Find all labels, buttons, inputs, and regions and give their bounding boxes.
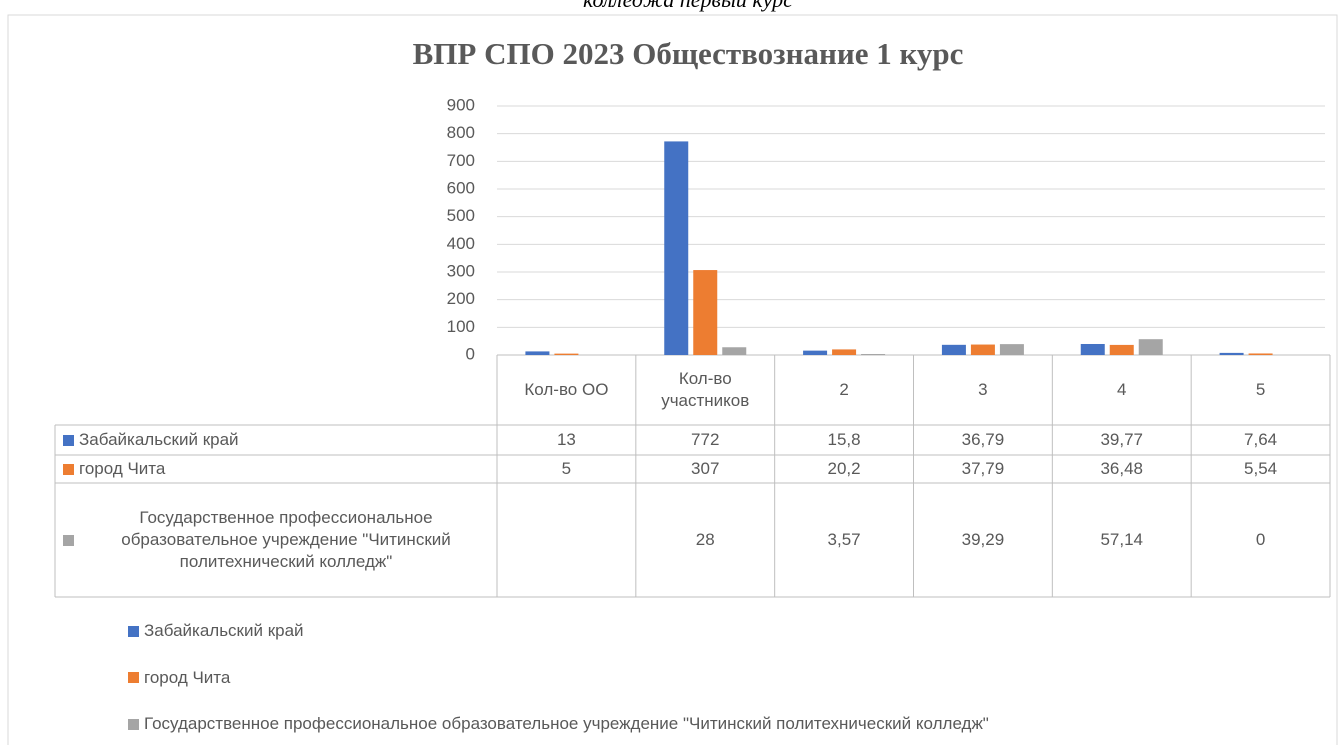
x-tick-label: Кол-во участников xyxy=(636,355,775,425)
cell-text: 4 xyxy=(1117,380,1127,399)
legend-key xyxy=(128,625,139,637)
cell-text: 13 xyxy=(556,430,576,449)
bar xyxy=(999,344,1024,355)
table-value: 39,77 xyxy=(1052,425,1191,455)
table-value: 5,54 xyxy=(1191,455,1330,483)
table-value: 3,57 xyxy=(775,483,914,597)
cell-text: 772 xyxy=(691,430,720,449)
legend-key xyxy=(63,534,74,546)
table-value: 28 xyxy=(636,483,775,597)
cell-text: город Чита xyxy=(79,459,166,478)
cell-text: 3,57 xyxy=(827,530,861,549)
subtitle: колледжа первый курс xyxy=(583,0,793,12)
table-value: 7,64 xyxy=(1191,425,1330,455)
bar xyxy=(722,347,747,355)
x-tick-label: 4 xyxy=(1052,355,1191,425)
cell-text: 20,2 xyxy=(827,459,861,478)
bar xyxy=(525,351,550,355)
cell-text: 36,48 xyxy=(1100,459,1144,478)
cell-text: 36,79 xyxy=(961,430,1005,449)
legend-key xyxy=(128,672,139,683)
bar xyxy=(1248,353,1273,355)
x-tick-label: 5 xyxy=(1191,355,1330,425)
table-value: 15,8 xyxy=(775,425,914,455)
table-value: 39,29 xyxy=(914,483,1053,597)
x-tick-label: 2 xyxy=(775,355,914,425)
y-tick-label: 900 xyxy=(447,95,475,114)
cell-text: 37,79 xyxy=(961,459,1005,478)
bar xyxy=(1138,339,1163,355)
legend-entry: город Чита xyxy=(120,665,1320,691)
table-value: 36,48 xyxy=(1052,455,1191,483)
bar xyxy=(1219,352,1244,355)
cell-text: 5 xyxy=(1255,380,1266,399)
table-row-header: Забайкальский край xyxy=(55,425,497,455)
cell-text: 7,64 xyxy=(1244,430,1278,449)
bar xyxy=(1080,343,1105,355)
table-value: 13 xyxy=(497,425,636,455)
cell-text: 28 xyxy=(695,530,715,549)
y-tick-label: 500 xyxy=(447,206,475,225)
bar xyxy=(970,344,995,355)
table-row-header: город Чита xyxy=(55,455,497,483)
y-tick-label: 700 xyxy=(447,151,475,170)
legend-key xyxy=(128,718,139,730)
cell-text: 307 xyxy=(691,459,720,478)
y-tick-label: 200 xyxy=(447,289,475,308)
cell-text: 39,29 xyxy=(961,530,1005,549)
legend-key xyxy=(63,463,74,475)
cell-text: 3 xyxy=(978,380,988,399)
table-value: 0 xyxy=(1191,483,1330,597)
cell-text: Забайкальский край xyxy=(144,621,304,640)
table-value: 5 xyxy=(497,455,636,483)
cell-text: Забайкальский край xyxy=(79,430,239,449)
bar xyxy=(832,349,857,355)
y-tick-label: 0 xyxy=(466,344,475,363)
table-value: 772 xyxy=(636,425,775,455)
x-tick-label: Кол-во ОО xyxy=(497,355,636,425)
legend-entry: Забайкальский край xyxy=(120,618,1320,644)
bar xyxy=(693,270,718,355)
cell-text: Кол-во участников xyxy=(661,369,750,410)
y-tick-label: 100 xyxy=(447,317,475,336)
y-tick-label: 600 xyxy=(447,178,475,197)
bar xyxy=(664,141,689,355)
bar xyxy=(1109,344,1134,355)
cell-text: 39,77 xyxy=(1100,430,1144,449)
chart-title: ВПР СПО 2023 Обществознание 1 курс xyxy=(413,36,964,71)
table-value: 36,79 xyxy=(914,425,1053,455)
y-tick-label: 800 xyxy=(447,123,475,142)
table-value: 307 xyxy=(636,455,775,483)
table-value: 20,2 xyxy=(775,455,914,483)
table-value: 37,79 xyxy=(914,455,1053,483)
bar xyxy=(941,344,966,355)
cell-text: 15,8 xyxy=(827,430,861,449)
table-value: 57,14 xyxy=(1052,483,1191,597)
y-tick-label: 300 xyxy=(447,261,475,280)
cell-text: город Чита xyxy=(144,667,231,687)
bar xyxy=(554,353,579,355)
cell-text: 5,54 xyxy=(1244,459,1278,478)
legend-key xyxy=(63,434,74,446)
cell-text: 57,14 xyxy=(1100,530,1144,549)
legend-entry: Государственное профессиональное образов… xyxy=(120,711,1320,737)
table-row-header: Государственное профессиональное образов… xyxy=(55,483,497,597)
bar xyxy=(803,350,828,355)
cell-text: 5 xyxy=(561,459,572,478)
bar xyxy=(861,354,886,355)
cell-text: 0 xyxy=(1255,530,1266,549)
x-tick-label: 3 xyxy=(914,355,1053,425)
chart-frame xyxy=(7,14,1338,745)
cell-text: Государственное профессиональное образов… xyxy=(121,508,451,571)
cell-text: 2 xyxy=(839,380,849,399)
cell-text: Государственное профессиональное образов… xyxy=(144,714,989,733)
cell-text: Кол-во ОО xyxy=(524,380,609,399)
y-tick-label: 400 xyxy=(447,234,475,253)
